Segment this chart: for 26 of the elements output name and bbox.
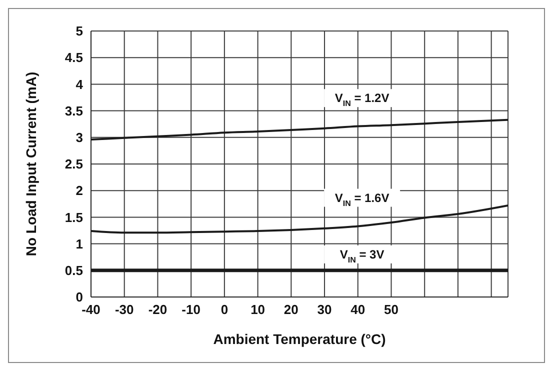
x-tick-label: -10 [182,302,200,318]
y-tick-label: 0 [76,290,83,305]
x-tick-label: -30 [114,302,134,318]
x-tick-label: -40 [82,302,100,318]
x-tick-label: 30 [317,302,332,318]
y-tick-label: 1 [76,236,83,252]
x-tick-label: 10 [250,302,266,318]
y-tick-label: 2.5 [64,156,83,172]
y-axis-title: No Load Input Current (mA) [22,72,39,256]
y-tick-label: 4 [76,76,84,92]
x-tick-label: 40 [350,302,366,318]
x-tick-label: 20 [284,302,298,318]
y-tick-label: 0.5 [64,263,83,278]
y-tick-label: 5 [76,24,83,39]
series-label: V$_{IN}$ = 1.6V [334,190,390,208]
y-tick-label: 2 [76,183,83,198]
x-axis-title: Ambient Temperature (°C) [213,331,386,347]
x-tick-label: 0 [220,302,228,318]
y-tick-label: 3 [76,130,83,146]
y-tick-label: 4.5 [64,50,83,66]
y-tick-label: 3.5 [64,103,83,118]
x-tick-label: -20 [148,302,168,318]
y-tick-label: 1.5 [64,210,83,225]
series-label: V$_{IN}$ = 1.2V [334,91,390,108]
x-tick-label: 50 [384,302,398,318]
series-label: V$_{IN}$ = 3V [340,247,384,264]
